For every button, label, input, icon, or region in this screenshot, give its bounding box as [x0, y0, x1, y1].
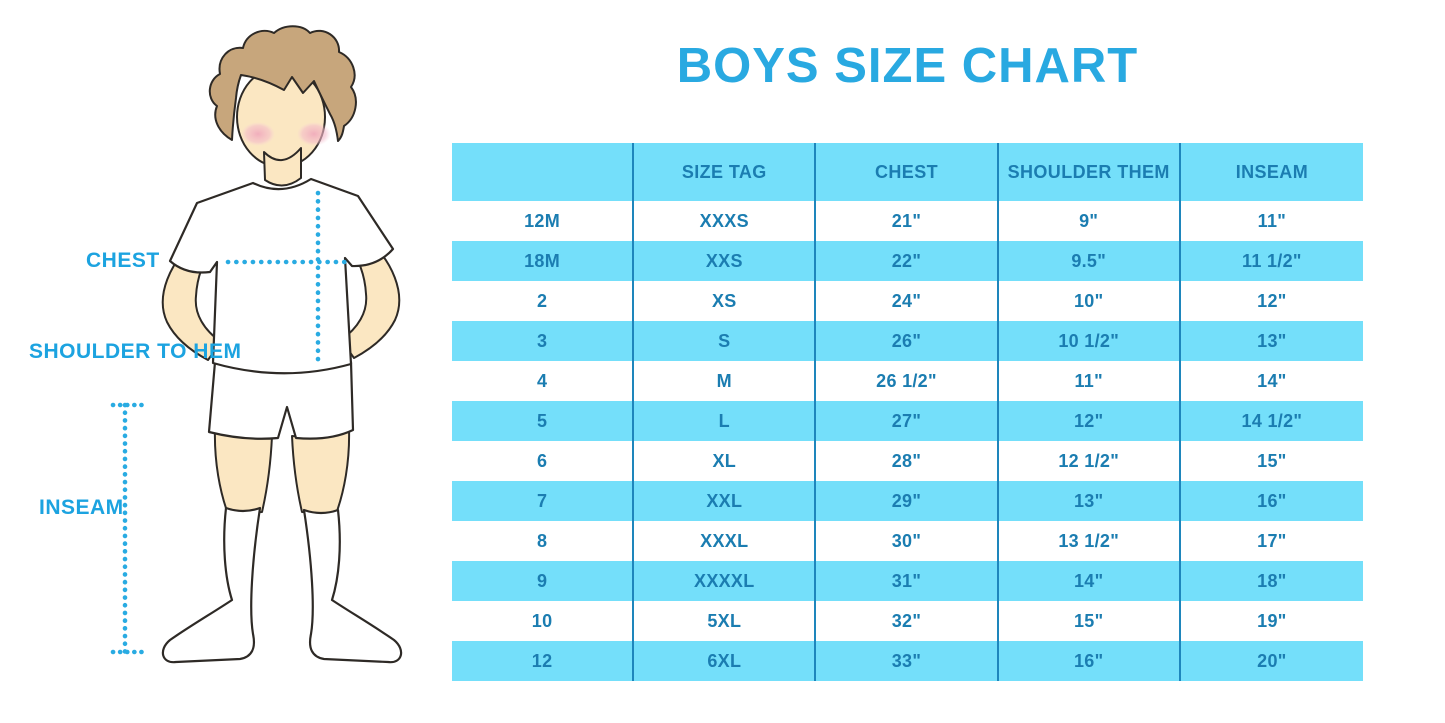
boy-left-leg: [213, 427, 273, 515]
chest-label: CHEST: [86, 249, 160, 272]
table-row-8-cell-1: XXXL: [634, 521, 817, 561]
table-row-12M-cell-2: 21": [816, 201, 999, 241]
table-row-4: 4 M 26 1/2" 11" 14": [452, 361, 1363, 401]
boy-hair: [208, 25, 357, 142]
table-row-7-cell-1: XXL: [634, 481, 817, 521]
table-header-row: SIZE TAG CHEST SHOULDER THEM INSEAM: [452, 143, 1363, 201]
table-row-4-cell-0: 4: [452, 361, 635, 401]
table-row-9-cell-3: 14": [999, 561, 1181, 601]
table-row-18M-cell-3: 9.5": [999, 241, 1181, 281]
table-row-5-cell-4: 14 1/2": [1241, 410, 1303, 431]
table-header-row-cell-3: SHOULDER THEM: [999, 143, 1181, 201]
table-row-5-cell-2: 27": [816, 401, 999, 441]
table-row-12: 12 6XL 33" 16" 20": [452, 641, 1363, 681]
table-row-8-cell-4: 17": [1257, 530, 1287, 551]
table-row-10-cell-4: 19": [1257, 610, 1287, 631]
boy-tshirt: [168, 177, 395, 375]
table-row-18M-cell-1: XXS: [634, 241, 817, 281]
table-row-12-cell-2: 33": [816, 641, 999, 681]
table-row-12-cell-1: 6XL: [634, 641, 817, 681]
table-row-12-cell-4: 20": [1257, 650, 1287, 671]
table-row-3-cell-4: 13": [1257, 330, 1287, 351]
table-row-2-cell-2: 24": [816, 281, 999, 321]
table-row-9-cell-4: 18": [1257, 570, 1287, 591]
table-row-7-cell-2: 29": [816, 481, 999, 521]
table-row-2-cell-3: 10": [999, 281, 1181, 321]
table-row-10-cell-0: 10: [452, 601, 635, 641]
table-row-3-cell-3: 10 1/2": [999, 321, 1181, 361]
table-row-5: 5 L 27" 12" 14 1/2": [452, 401, 1363, 441]
boy-right-sock: [302, 508, 403, 664]
table-row-8-cell-3: 13 1/2": [999, 521, 1181, 561]
table-row-12M-cell-4: 11": [1257, 210, 1287, 231]
table-row-12M-cell-0: 12M: [452, 201, 635, 241]
table-header-row-cell-2: CHEST: [816, 143, 999, 201]
table-row-3: 3 S 26" 10 1/2" 13": [452, 321, 1363, 361]
table-row-12M-cell-1: XXXS: [634, 201, 817, 241]
table-row-7-cell-3: 13": [999, 481, 1181, 521]
table-row-9: 9 XXXXL 31" 14" 18": [452, 561, 1363, 601]
measurement-figure-panel: CHEST SHOULDER TO HEM INSEAM: [0, 0, 450, 723]
inseam-label: INSEAM: [39, 496, 124, 519]
table-row-9-cell-0: 9: [452, 561, 635, 601]
table-row-9-cell-1: XXXXL: [634, 561, 817, 601]
table-row-8-cell-0: 8: [452, 521, 635, 561]
table-row-12M: 12M XXXS 21" 9" 11": [452, 201, 1363, 241]
table-row-8-cell-2: 30": [816, 521, 999, 561]
table-row-12M-cell-3: 9": [999, 201, 1181, 241]
table-header-row-cell-4: INSEAM: [1235, 161, 1309, 182]
table-row-4-cell-2: 26 1/2": [816, 361, 999, 401]
shoulder-to-hem-label: SHOULDER TO HEM: [29, 340, 242, 363]
table-row-10-cell-1: 5XL: [634, 601, 817, 641]
size-table: SIZE TAG CHEST SHOULDER THEM INSEAM 12M XXXS 2…: [452, 143, 1363, 681]
boy-illustration: [110, 25, 403, 664]
boy-left-arm: [161, 239, 222, 361]
table-row-12-cell-3: 16": [999, 641, 1181, 681]
table-row-2: 2 XS 24" 10" 12": [452, 281, 1363, 321]
table-row-18M: 18M XXS 22" 9.5" 11 1/2": [452, 241, 1363, 281]
table-row-18M-cell-2: 22": [816, 241, 999, 281]
table-row-4-cell-1: M: [634, 361, 817, 401]
table-row-6-cell-0: 6: [452, 441, 635, 481]
table-row-6-cell-4: 15": [1257, 450, 1287, 471]
table-row-4-cell-3: 11": [999, 361, 1181, 401]
page-title: BOYS SIZE CHART: [676, 39, 1139, 93]
table-row-5-cell-0: 5: [452, 401, 635, 441]
table-row-10: 10 5XL 32" 15" 19": [452, 601, 1363, 641]
table-row-7-cell-4: 16": [1257, 490, 1287, 511]
table-row-2-cell-4: 12": [1257, 290, 1287, 311]
table-row-7-cell-0: 7: [452, 481, 635, 521]
table-header-row-cell-0: [452, 143, 635, 201]
table-row-2-cell-1: XS: [634, 281, 817, 321]
table-row-10-cell-2: 32": [816, 601, 999, 641]
table-row-10-cell-3: 15": [999, 601, 1181, 641]
table-row-18M-cell-0: 18M: [452, 241, 635, 281]
table-row-3-cell-2: 26": [816, 321, 999, 361]
table-row-4-cell-4: 14": [1257, 370, 1287, 391]
table-row-9-cell-2: 31": [816, 561, 999, 601]
table-row-6-cell-2: 28": [816, 441, 999, 481]
table-row-8: 8 XXXL 30" 13 1/2" 17": [452, 521, 1363, 561]
table-row-5-cell-1: L: [634, 401, 817, 441]
table-row-5-cell-3: 12": [999, 401, 1181, 441]
table-row-18M-cell-4: 11 1/2": [1242, 250, 1302, 271]
left-blush-cheek: [241, 122, 275, 146]
boy-left-sock: [161, 506, 262, 664]
table-row-2-cell-0: 2: [452, 281, 635, 321]
table-header-row-cell-1: SIZE TAG: [634, 143, 817, 201]
right-blush-cheek: [297, 122, 331, 146]
table-row-3-cell-1: S: [634, 321, 817, 361]
boy-neck: [263, 147, 302, 187]
table-row-6: 6 XL 28" 12 1/2" 15": [452, 441, 1363, 481]
table-row-6-cell-1: XL: [634, 441, 817, 481]
table-row-12-cell-0: 12: [452, 641, 635, 681]
table-row-7: 7 XXL 29" 13" 16": [452, 481, 1363, 521]
boy-right-leg: [291, 427, 351, 515]
boy-right-arm: [340, 237, 401, 359]
table-row-6-cell-3: 12 1/2": [999, 441, 1181, 481]
table-row-3-cell-0: 3: [452, 321, 635, 361]
